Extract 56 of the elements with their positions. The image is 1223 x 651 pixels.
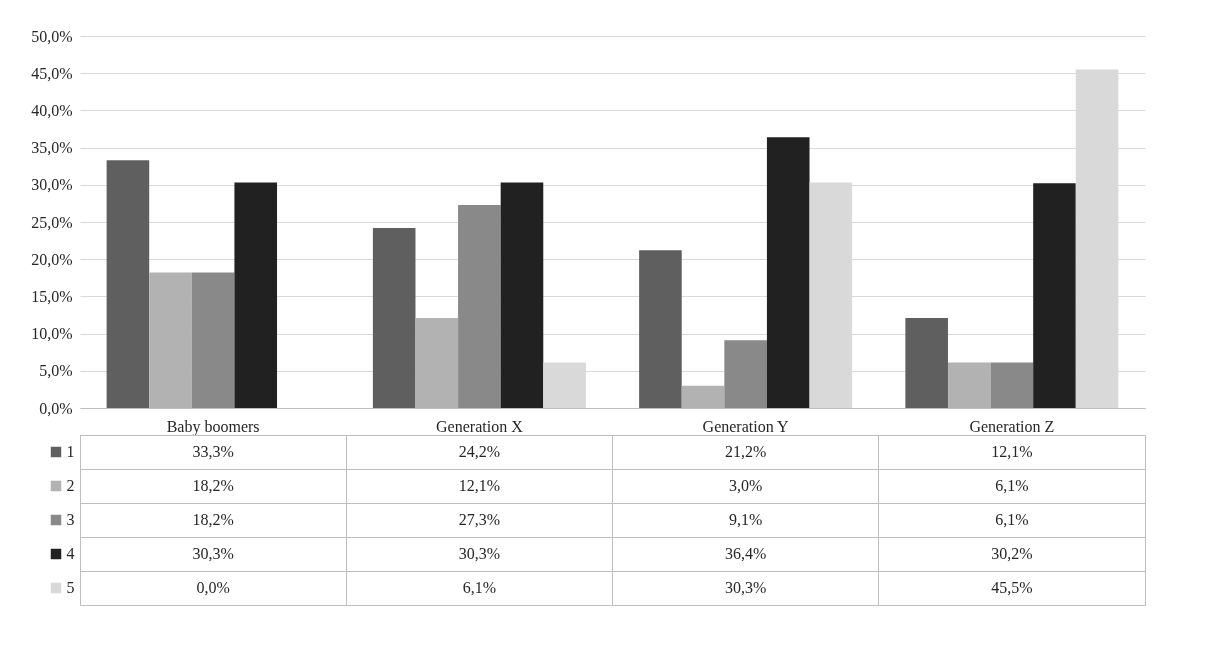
legend-label: 2 [66, 477, 75, 494]
data-label: 27,3% [458, 511, 501, 528]
bar [234, 182, 278, 408]
y-tick-label: 15,0% [31, 287, 73, 305]
bar [415, 317, 459, 408]
bar [905, 317, 948, 408]
y-tick-label: 25,0% [31, 213, 73, 231]
y-tick-label: 50,0% [31, 27, 73, 45]
legend-label: 4 [66, 545, 75, 562]
data-label: 30,3% [724, 579, 767, 596]
data-label: 18,2% [192, 511, 234, 528]
data-label: 30,2% [991, 545, 1033, 562]
bar [766, 137, 810, 408]
data-label: 6,1% [462, 579, 497, 596]
bar [639, 250, 682, 408]
data-label: 30,3% [192, 545, 234, 562]
data-label: 12,1% [991, 443, 1033, 460]
data-label: 30,3% [458, 545, 501, 562]
bar [947, 362, 991, 408]
data-label: 36,4% [724, 545, 767, 562]
bar [458, 204, 501, 408]
data-label: 33,3% [192, 443, 234, 460]
data-label: 9,1% [728, 511, 763, 528]
bar [372, 227, 416, 408]
data-label: 3,0% [728, 477, 763, 494]
data-label: 45,5% [991, 579, 1033, 596]
y-tick-label: 45,0% [31, 64, 73, 82]
bar [681, 385, 725, 408]
y-tick-label: 10,0% [31, 325, 73, 343]
y-tick-label: 0,0% [39, 399, 73, 417]
data-label: 21,2% [724, 443, 767, 460]
x-tick-label: Generation Y [702, 417, 790, 435]
legend-label: 5 [66, 579, 75, 596]
x-tick-label: Generation Z [969, 417, 1055, 435]
data-label: 12,1% [458, 477, 501, 494]
bar [149, 272, 192, 408]
y-tick-label: 20,0% [31, 250, 73, 268]
bar [191, 272, 235, 408]
legend-label: 3 [66, 511, 75, 528]
y-tick-label: 35,0% [31, 139, 73, 157]
bar [990, 362, 1034, 408]
data-label: 6,1% [995, 511, 1029, 528]
data-label: 24,2% [458, 443, 501, 460]
x-tick-label: Baby boomers [166, 417, 260, 436]
y-tick-label: 30,0% [31, 176, 73, 194]
bar [500, 182, 544, 408]
y-tick-label: 5,0% [39, 362, 73, 380]
x-tick-label: Generation X [436, 417, 524, 435]
legend-label: 1 [66, 443, 75, 460]
bar [724, 340, 767, 408]
y-tick-label: 40,0% [31, 101, 73, 119]
bar [106, 160, 150, 408]
data-label: 0,0% [196, 579, 230, 596]
data-label: 18,2% [192, 477, 234, 494]
data-label: 6,1% [995, 477, 1029, 494]
bar [1033, 183, 1076, 408]
